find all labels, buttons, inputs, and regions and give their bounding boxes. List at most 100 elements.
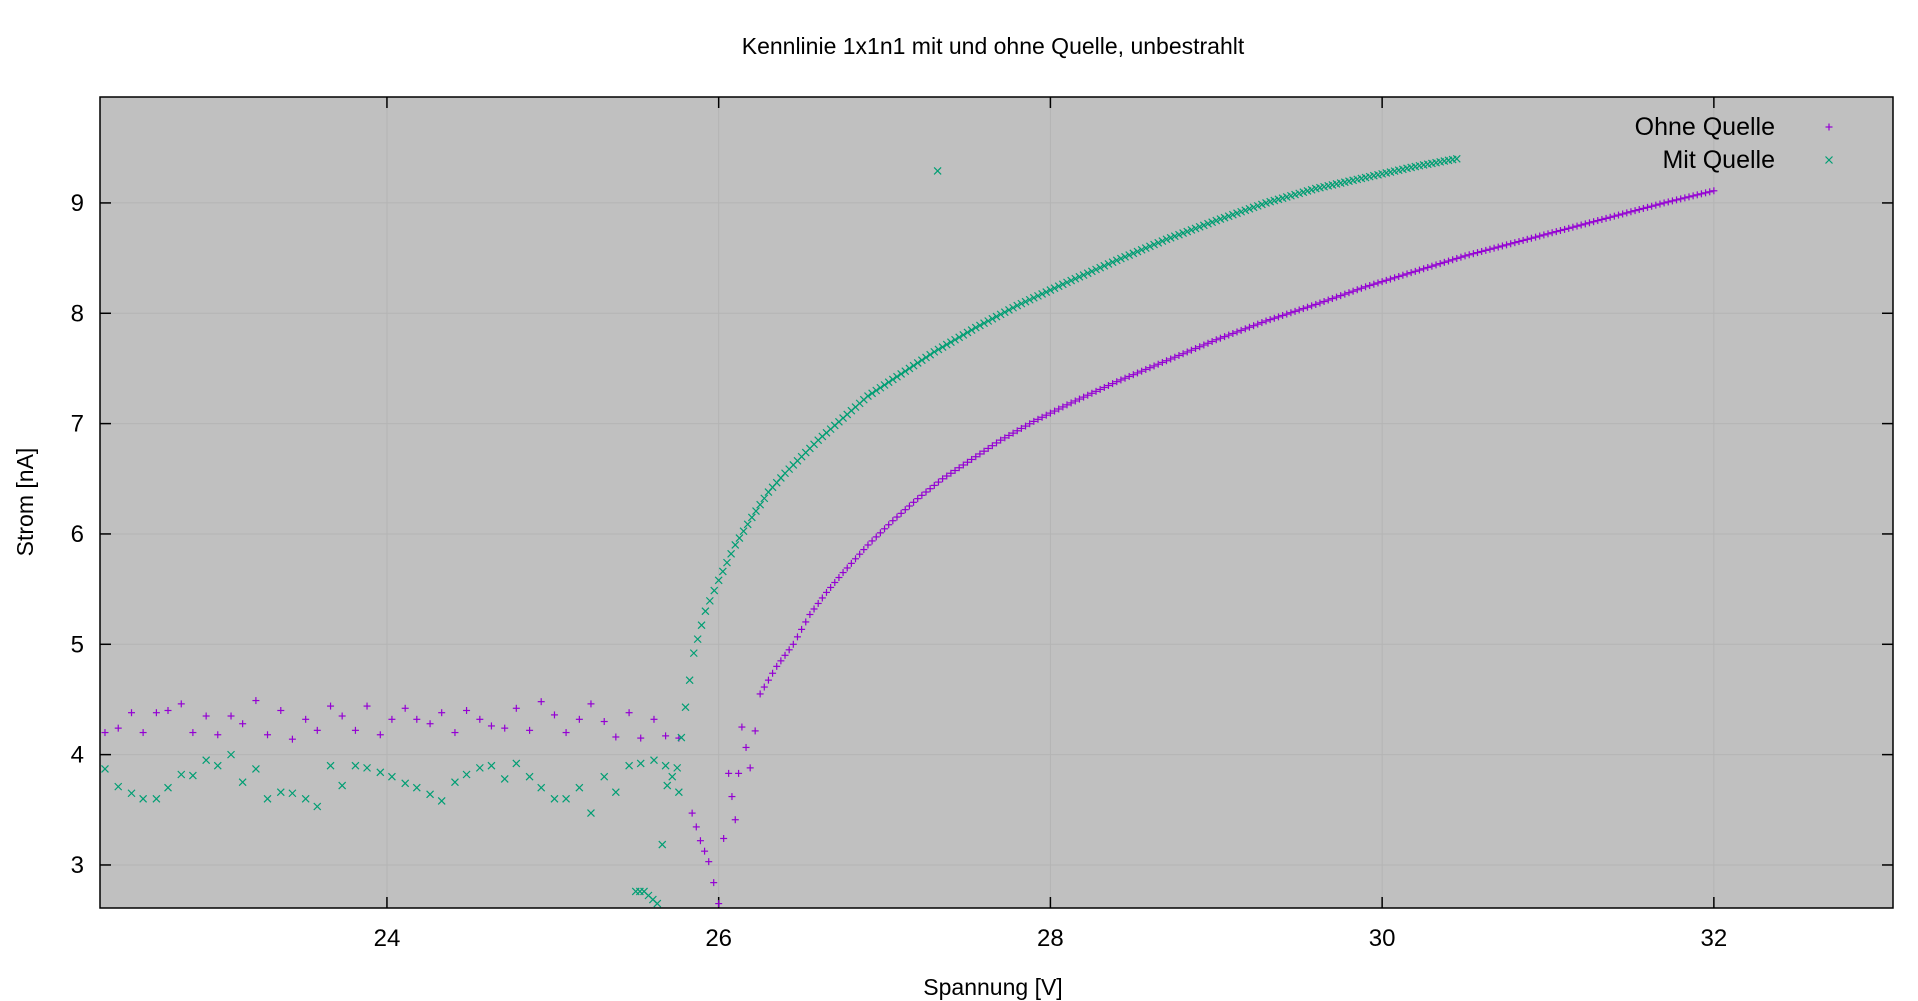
data-point: [1125, 251, 1134, 259]
data-point: [213, 761, 222, 770]
legend-marker-mit-quelle: [1825, 156, 1833, 164]
data-point: [301, 794, 310, 803]
data-point: [1257, 200, 1266, 209]
data-point: [897, 509, 905, 517]
data-point: [1038, 290, 1047, 298]
data-point: [1150, 362, 1158, 370]
data-point: [710, 586, 719, 595]
data-point: [313, 802, 322, 811]
data-point: [587, 809, 595, 818]
data-point: [764, 676, 772, 684]
x-tick-label: 24: [374, 925, 401, 952]
data-point: [1614, 211, 1622, 219]
data-point: [238, 778, 247, 787]
data-point: [976, 450, 984, 458]
data-point: [1527, 234, 1535, 242]
data-point: [1308, 302, 1316, 310]
data-point: [1000, 308, 1009, 317]
data-point: [1025, 295, 1034, 304]
data-point: [276, 788, 285, 797]
data-point: [1494, 243, 1502, 251]
data-point: [1515, 238, 1523, 246]
data-point: [1167, 355, 1175, 363]
data-point: [600, 772, 609, 781]
data-point: [735, 769, 743, 777]
data-point: [760, 683, 768, 691]
data-point: [1022, 422, 1030, 430]
data-point: [1627, 208, 1635, 216]
data-point: [884, 378, 893, 387]
data-point: [376, 768, 385, 777]
data-point: [562, 729, 570, 737]
data-point: [1341, 290, 1349, 298]
data-point: [918, 491, 926, 499]
data-point: [363, 763, 371, 772]
data-point: [1079, 271, 1088, 279]
data-point: [1191, 224, 1200, 233]
data-point: [1046, 286, 1055, 295]
data-point: [688, 809, 696, 817]
data-point: [1142, 365, 1150, 373]
data-point: [1706, 188, 1714, 196]
data-point: [1312, 300, 1320, 308]
data-point: [901, 367, 910, 376]
data-point: [1532, 233, 1540, 241]
data-point: [818, 594, 826, 602]
data-point: [897, 370, 906, 378]
data-point: [1080, 393, 1088, 401]
data-point: [997, 436, 1005, 444]
data-point: [769, 669, 777, 677]
chart-title: Kennlinie 1x1n1 mit und ohne Quelle, unb…: [742, 33, 1245, 59]
data-point: [101, 765, 109, 773]
data-point: [1026, 420, 1034, 428]
data-point: [1407, 269, 1415, 277]
data-point: [1125, 372, 1133, 380]
data-point: [1556, 227, 1564, 235]
data-point: [475, 763, 484, 772]
data-point: [1051, 407, 1059, 415]
data-point: [1112, 256, 1121, 265]
data-point: [798, 625, 806, 633]
data-point: [1668, 197, 1676, 205]
data-point: [188, 771, 197, 780]
data-point: [463, 706, 471, 714]
data-point: [943, 472, 951, 480]
data-point: [326, 761, 335, 770]
data-point: [1241, 325, 1249, 333]
data-point: [1133, 247, 1142, 256]
data-point: [1121, 374, 1129, 382]
data-point: [727, 549, 736, 558]
data-point: [1710, 187, 1718, 195]
data-point: [637, 734, 645, 742]
data-point: [1279, 311, 1287, 319]
data-point: [1540, 231, 1548, 239]
data-point: [1104, 382, 1112, 390]
data-point: [1129, 371, 1137, 379]
data-point: [910, 498, 918, 506]
data-point: [1233, 328, 1241, 336]
data-point: [1631, 207, 1639, 215]
data-point: [139, 794, 148, 803]
data-point: [1353, 286, 1361, 294]
data-point: [926, 350, 935, 359]
data-point: [1523, 235, 1531, 243]
data-point: [814, 599, 822, 607]
data-point: [1050, 284, 1059, 293]
grid: [100, 97, 1893, 908]
data-point: [1195, 222, 1204, 231]
data-point: [1096, 263, 1105, 272]
legend-marker-glyph: [1825, 156, 1833, 164]
data-point: [650, 756, 658, 765]
legend-marker-glyph: [1825, 123, 1833, 131]
data-point: [1158, 237, 1167, 246]
data-point: [720, 834, 728, 842]
data-point: [1594, 217, 1602, 225]
data-point: [1606, 213, 1614, 221]
data-point: [930, 347, 939, 356]
data-point: [868, 537, 876, 545]
data-point: [917, 356, 926, 365]
data-point: [1183, 348, 1191, 356]
data-point: [738, 723, 746, 731]
data-point: [880, 381, 889, 389]
